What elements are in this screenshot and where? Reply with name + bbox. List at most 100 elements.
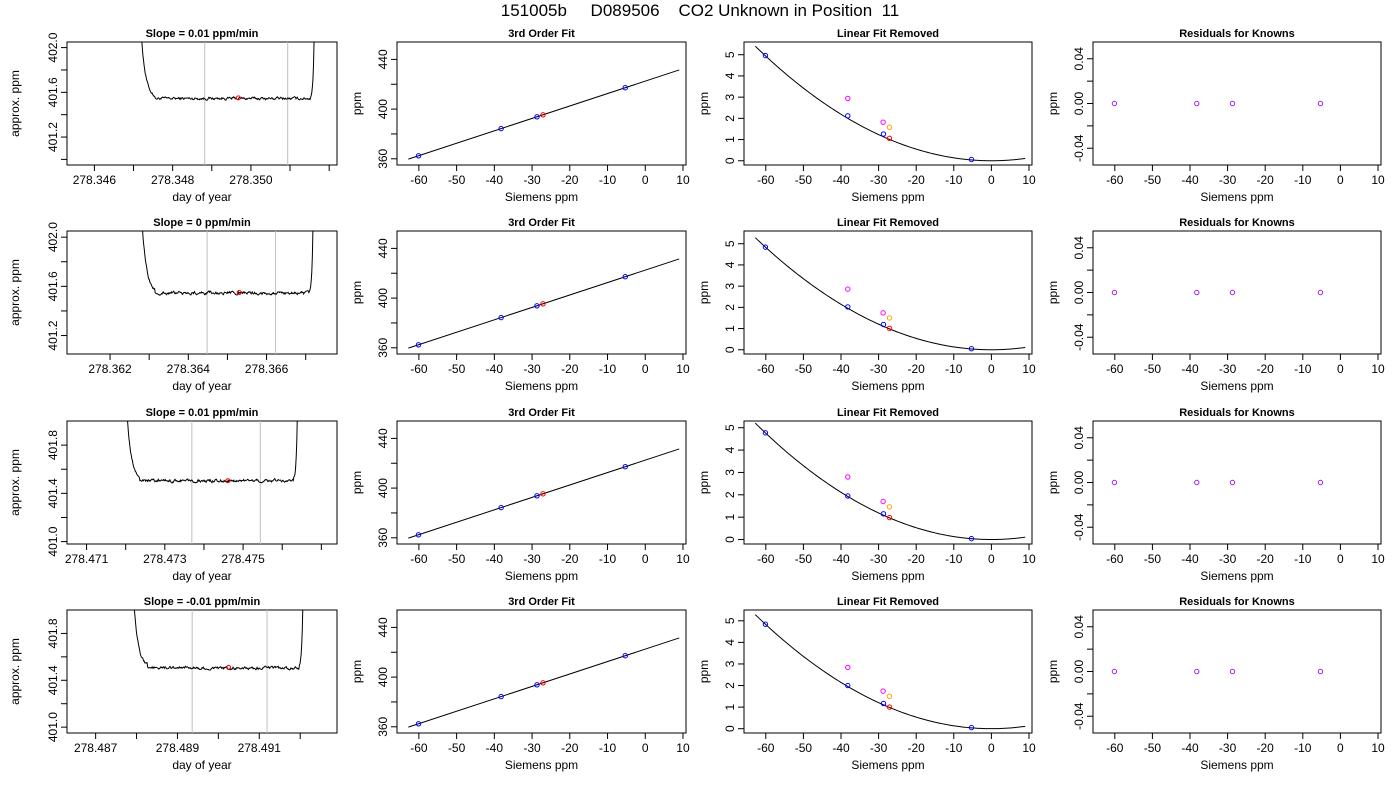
panel-title: Linear Fit Removed [837, 28, 939, 40]
x-tick-label: -20 [908, 741, 926, 755]
plot-area [1111, 668, 1324, 675]
residual-point [1194, 289, 1200, 296]
plot-frame [66, 609, 338, 734]
known-standard-point [415, 532, 422, 538]
x-tick-label: -10 [945, 173, 963, 187]
concentration-trace [141, 42, 315, 101]
panel-3-0: Slope = -0.01 ppm/min 278.487 278.489 278.4… [8, 596, 338, 772]
y-tick-label: 5 [723, 617, 737, 624]
known-standard-point [880, 321, 887, 328]
y-tick-label: 440 [376, 428, 390, 448]
residual-point [1229, 289, 1236, 296]
y-axis-label: ppm [1046, 281, 1060, 304]
plot-frame [66, 420, 338, 545]
x-tick-label: -30 [1219, 552, 1237, 566]
x-tick-label: -30 [523, 552, 541, 566]
unknown-sample-point [540, 491, 546, 497]
unknown-sample-point [540, 112, 546, 118]
x-tick-label: -20 [561, 362, 579, 376]
x-tick-label: 0 [1337, 173, 1344, 187]
x-tick-label: -60 [1106, 173, 1124, 187]
y-tick-label: 401.4 [46, 665, 60, 695]
panel-0-2: Linear Fit Removed-60 -50 -40 -30 -20 -10 0 10S… [697, 28, 1036, 204]
x-axis-label: Siemens ppm [1200, 758, 1273, 772]
x-tick-label: 0 [1337, 552, 1344, 566]
y-tick-label: 2 [723, 304, 737, 311]
x-tick-label: 10 [1022, 741, 1036, 755]
residual-point [1194, 668, 1200, 675]
x-tick-label: -30 [523, 741, 541, 755]
x-tick-label: -40 [832, 173, 850, 187]
y-tick-label: 5 [723, 424, 737, 431]
plot-area [127, 421, 298, 544]
x-tick-label: -30 [1219, 741, 1237, 755]
residual-point [1111, 289, 1118, 296]
y-tick-label: 1 [723, 136, 737, 143]
x-tick-label: -60 [410, 552, 428, 566]
x-tick-label: 0 [1337, 741, 1344, 755]
panel-3-2: Linear Fit Removed-60 -50 -40 -30 -20 -10 0 10S… [697, 596, 1036, 772]
alt-fit-point [880, 498, 886, 505]
plot-area [1111, 100, 1324, 107]
y-tick-label: 360 [376, 337, 390, 357]
y-tick-label: 3 [723, 93, 737, 100]
plot-frame [743, 41, 1033, 166]
residual-point [1229, 668, 1236, 675]
x-axis-label: Siemens ppm [505, 569, 578, 583]
y-tick-label: 0.04 [1072, 47, 1086, 71]
x-tick-label: 0 [988, 741, 995, 755]
panel-title: Linear Fit Removed [837, 596, 939, 608]
x-tick-label: -30 [870, 173, 888, 187]
y-tick-label: 2 [723, 682, 737, 689]
y-tick-label: 5 [723, 51, 737, 58]
plot-area [754, 45, 1026, 163]
x-tick-label: 278.491 [238, 741, 282, 755]
concentration-trace [133, 610, 304, 671]
x-tick-label: -50 [1144, 173, 1162, 187]
alt-fit-point [845, 474, 851, 480]
y-tick-label: 440 [376, 617, 390, 637]
panel-title: Linear Fit Removed [837, 407, 939, 419]
residual-point [1317, 100, 1324, 107]
x-axis-label: Siemens ppm [1200, 190, 1273, 204]
y-axis-label: ppm [350, 92, 364, 115]
x-axis-label: Siemens ppm [1200, 379, 1273, 393]
y-axis-label: ppm [697, 281, 711, 304]
x-axis-label: day of year [172, 569, 231, 583]
panel-title: Linear Fit Removed [837, 217, 939, 229]
x-tick-label: 0 [642, 741, 649, 755]
x-tick-label: -30 [870, 741, 888, 755]
y-axis-label: ppm [350, 660, 364, 683]
x-tick-label: -60 [757, 173, 775, 187]
x-tick-label: -50 [448, 741, 466, 755]
residual-point [1111, 479, 1118, 486]
x-tick-label: -50 [448, 552, 466, 566]
plot-frame [743, 230, 1033, 355]
x-tick-label: -40 [1181, 552, 1199, 566]
x-tick-label: -10 [599, 741, 617, 755]
panel-2-1: 3rd Order Fit -60 -50 -40 -30 -20 -10 0 10 Siemen… [350, 407, 690, 583]
known-standard-point [968, 345, 975, 352]
x-tick-label: 0 [642, 362, 649, 376]
x-tick-label: -50 [795, 362, 813, 376]
known-standard-point [534, 493, 540, 499]
y-tick-label: 401.2 [46, 320, 60, 350]
x-tick-label: 278.362 [88, 362, 132, 376]
panel-2-2: Linear Fit Removed-60 -50 -40 -30 -20 -10 0 10S… [697, 407, 1036, 583]
y-axis-label: ppm [1046, 92, 1060, 115]
x-tick-label: 10 [1022, 362, 1036, 376]
y-axis-label: ppm [697, 471, 711, 494]
x-tick-label: -40 [1181, 362, 1199, 376]
y-tick-label: 360 [376, 527, 390, 547]
y-tick-label: -0.04 [1072, 134, 1086, 162]
y-axis-label: approx. ppm [8, 259, 22, 326]
x-axis-label: Siemens ppm [851, 758, 924, 772]
x-axis-label: day of year [172, 190, 231, 204]
residual-point [1111, 668, 1118, 675]
unknown-sample-point [540, 301, 546, 307]
x-axis-label: Siemens ppm [851, 569, 924, 583]
x-axis-label: Siemens ppm [505, 190, 578, 204]
x-tick-label: 10 [1022, 173, 1036, 187]
y-tick-label: 402.0 [46, 32, 60, 62]
x-tick-label: -50 [795, 741, 813, 755]
